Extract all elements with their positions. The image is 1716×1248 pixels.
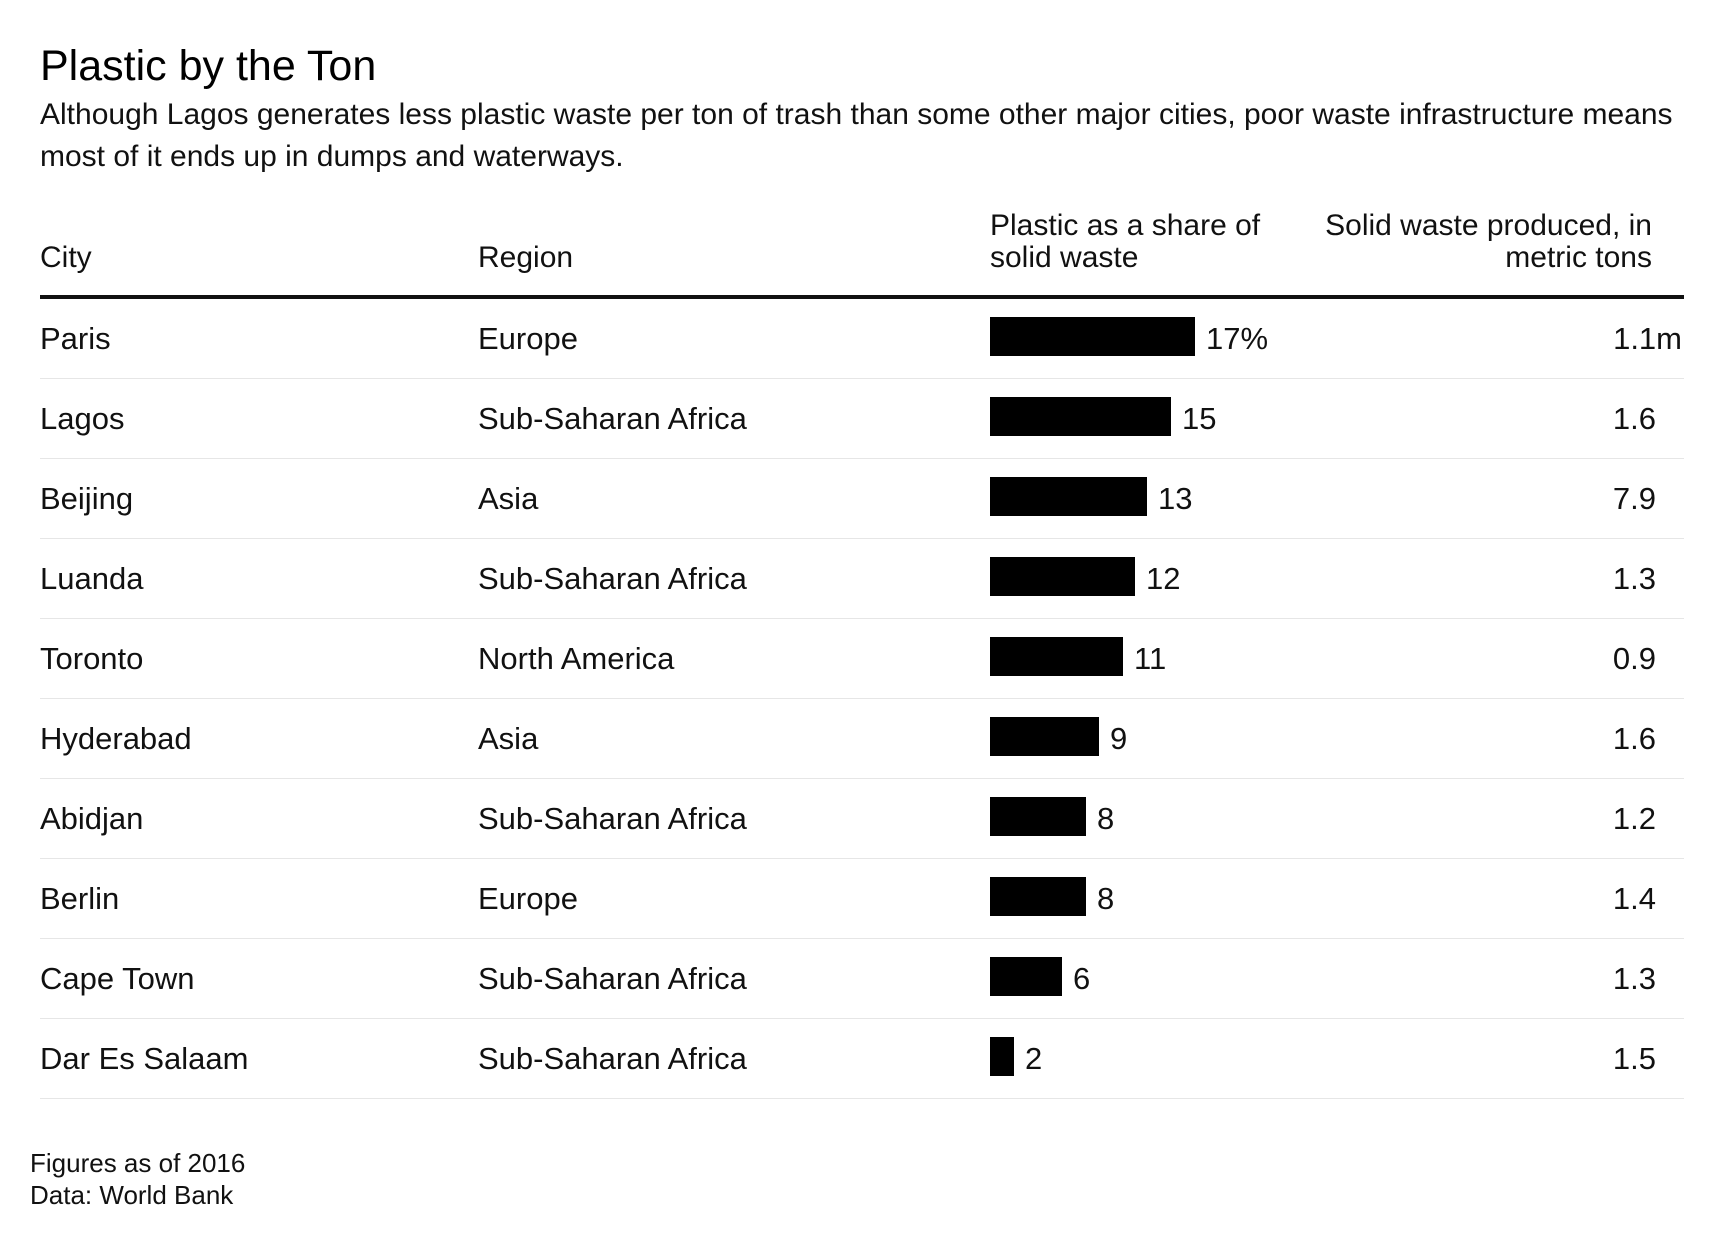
share-bar [990,797,1086,836]
region-cell: Sub-Saharan Africa [478,401,747,436]
region-cell: Europe [478,881,578,916]
table-row: Berlin Europe 8 1.4 [40,859,1684,939]
region-cell: Sub-Saharan Africa [478,961,747,996]
region-cell: Sub-Saharan Africa [478,561,747,596]
waste-cell: 1.4 [1612,881,1656,916]
waste-cell: 1.5 [1612,1041,1656,1076]
waste-cell: 1.2 [1612,801,1656,836]
chart-subtitle: Although Lagos generates less plastic wa… [40,98,1673,173]
region-cell: Sub-Saharan Africa [478,801,747,836]
share-label: 8 [1097,801,1115,836]
table-row: Lagos Sub-Saharan Africa 15 1.6 [40,379,1684,459]
city-cell: Beijing [40,481,134,516]
source-note: Data: World Bank [30,1180,234,1210]
region-cell: Asia [478,721,539,756]
share-bar [990,1037,1014,1076]
share-label: 13 [1158,481,1193,516]
region-cell: Asia [478,481,539,516]
table-row: Paris Europe 17% 1.1m [40,299,1684,379]
waste-cell: 1.6 [1612,721,1656,756]
region-cell: North America [478,641,675,676]
waste-cell: 7.9 [1612,481,1656,516]
table-row: Abidjan Sub-Saharan Africa 8 1.2 [40,779,1684,859]
table-row: Cape Town Sub-Saharan Africa 6 1.3 [40,939,1684,1019]
city-cell: Lagos [40,401,125,436]
table-row: Beijing Asia 13 7.9 [40,459,1684,539]
table-row: Hyderabad Asia 9 1.6 [40,699,1684,779]
table-body: Paris Europe 17% 1.1m Lagos Sub-Saharan Afric… [40,299,1684,1099]
city-cell: Hyderabad [40,721,192,756]
waste-cell: 0.9 [1612,641,1656,676]
table-row: Toronto North America 11 0.9 [40,619,1684,699]
city-cell: Dar Es Salaam [40,1041,249,1076]
share-label: 11 [1134,641,1167,676]
share-label: 2 [1025,1041,1043,1076]
table-row: Luanda Sub-Saharan Africa 12 1.3 [40,539,1684,619]
header-solid-waste: Solid waste produced, in metric tons [1325,209,1652,274]
city-cell: Cape Town [40,961,195,996]
share-label: 8 [1097,881,1115,916]
header-rule [40,295,1684,299]
city-cell: Paris [40,321,111,356]
waste-cell: 1.1m [1613,321,1682,356]
share-bar [990,397,1171,436]
waste-cell: 1.3 [1612,561,1656,596]
share-bar [990,877,1086,916]
city-cell: Luanda [40,561,144,596]
share-label: 6 [1073,961,1091,996]
share-bar [990,477,1147,516]
share-label: 9 [1110,721,1128,756]
city-cell: Berlin [40,881,120,916]
share-bar [990,557,1135,596]
share-bar [990,717,1099,756]
footnote: Figures as of 2016 [30,1148,246,1178]
city-cell: Toronto [40,641,144,676]
share-bar [990,637,1123,676]
header-city: City [40,241,92,274]
region-cell: Sub-Saharan Africa [478,1041,747,1076]
share-label: 12 [1146,561,1181,596]
header-region: Region [478,241,574,274]
share-bar [990,317,1195,356]
header-plastic-share: Plastic as a share of solid waste [990,209,1261,274]
waste-cell: 1.3 [1612,961,1656,996]
share-bar [990,957,1062,996]
share-label: 17% [1206,321,1269,356]
share-label: 15 [1182,401,1217,436]
table-row: Dar Es Salaam Sub-Saharan Africa 2 1.5 [40,1019,1684,1099]
waste-cell: 1.6 [1612,401,1656,436]
region-cell: Europe [478,321,578,356]
city-cell: Abidjan [40,801,144,836]
chart-title: Plastic by the Ton [40,42,377,90]
